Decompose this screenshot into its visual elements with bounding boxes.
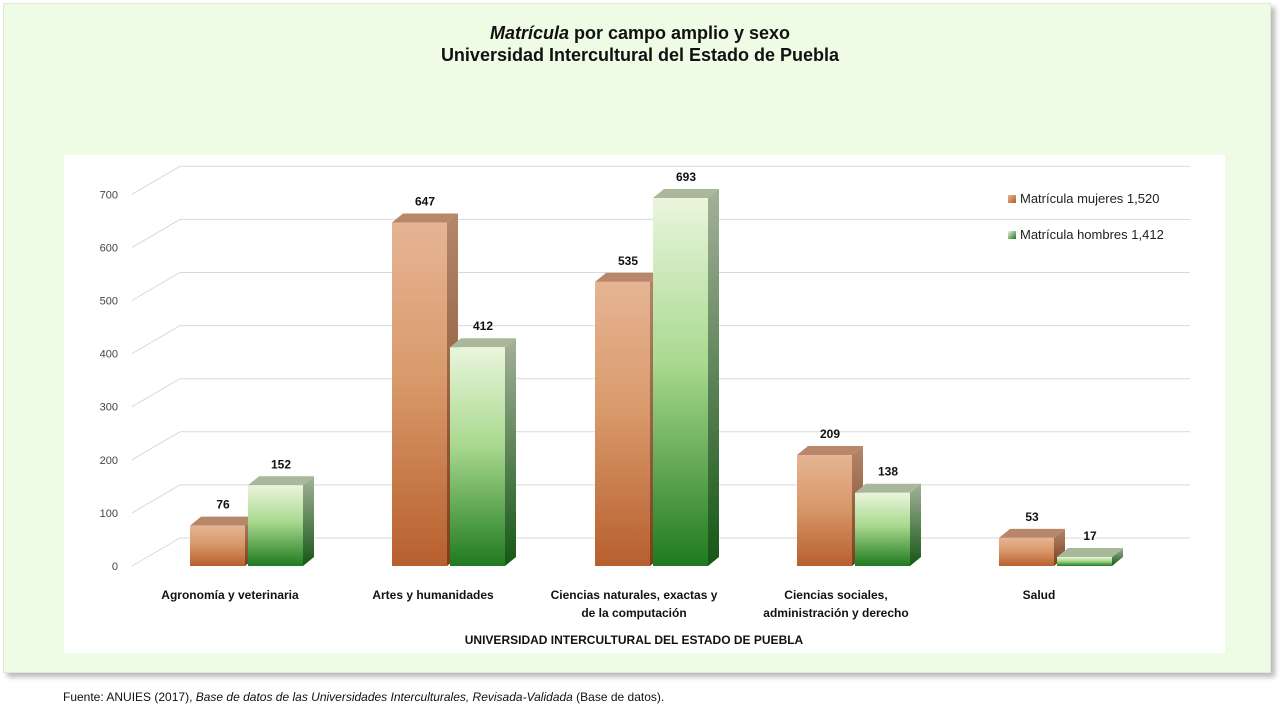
chart-title-rest: por campo amplio y sexo: [568, 23, 791, 43]
data-label: 647: [415, 194, 435, 208]
y-tick-label: 400: [100, 349, 118, 361]
bar-side: [1112, 547, 1123, 566]
gridline: [131, 272, 1190, 301]
x-category-label: Ciencias sociales,: [784, 588, 887, 602]
source-suffix: (Base de datos).: [572, 690, 665, 704]
bar-top: [190, 516, 256, 526]
bar-top: [653, 189, 719, 199]
bar-side: [505, 338, 516, 566]
x-category-label: Agronomía y veterinaria: [161, 588, 299, 602]
chart-title: Matrícula por campo amplio y sexo Univer…: [0, 22, 1280, 66]
bar: [797, 455, 852, 566]
gridline: [131, 325, 1190, 355]
x-axis-title: UNIVERSIDAD INTERCULTURAL DEL ESTADO DE …: [465, 633, 804, 647]
x-category-label: Artes y humanidades: [372, 588, 494, 602]
chart-legend: Matrícula mujeres 1,520 Matrícula hombre…: [1008, 191, 1164, 263]
gridline: [131, 431, 1190, 461]
legend-item-women: Matrícula mujeres 1,520: [1008, 191, 1164, 211]
bar-side: [303, 476, 314, 566]
bar-top: [1057, 547, 1123, 557]
y-tick-label: 200: [100, 455, 118, 467]
data-label: 209: [820, 427, 840, 441]
bar-top: [392, 213, 458, 223]
bar-side: [910, 483, 921, 566]
bar: [855, 492, 910, 566]
bar: [248, 485, 303, 566]
bar: [595, 281, 650, 566]
bar: [1057, 556, 1112, 566]
source-prefix: Fuente: ANUIES (2017),: [63, 690, 196, 704]
bar-top: [248, 476, 314, 486]
gridline: [131, 218, 1190, 248]
bar-top: [450, 338, 516, 348]
bar-top: [855, 483, 921, 493]
y-tick-label: 300: [100, 402, 118, 414]
bar-top: [999, 528, 1065, 538]
bar-top: [595, 272, 661, 282]
legend-swatch-women: [1008, 195, 1016, 203]
source-italic: Base de datos de las Universidades Inter…: [195, 690, 573, 704]
source-note: Fuente: ANUIES (2017), Base de datos de …: [63, 690, 664, 704]
data-label: 693: [676, 170, 696, 184]
x-category-label: Salud: [1023, 588, 1056, 602]
bar: [450, 347, 505, 566]
bar: [392, 222, 447, 566]
data-label: 17: [1083, 529, 1097, 543]
legend-label-women: Matrícula mujeres 1,520: [1020, 191, 1160, 206]
bar: [999, 537, 1054, 566]
data-label: 76: [216, 498, 230, 512]
data-label: 53: [1025, 510, 1039, 524]
x-category-label: administración y derecho: [763, 606, 908, 620]
legend-label-men: Matrícula hombres 1,412: [1020, 227, 1164, 242]
data-label: 138: [878, 465, 898, 479]
y-tick-label: 500: [100, 296, 118, 308]
y-tick-label: 600: [100, 242, 118, 254]
chart-title-italic: Matrícula: [489, 23, 569, 43]
legend-swatch-men: [1008, 231, 1016, 239]
chart-subtitle: Universidad Intercultural del Estado de …: [440, 45, 840, 65]
bar-top: [797, 446, 863, 456]
bar-side: [708, 189, 719, 566]
gridline: [131, 378, 1190, 408]
data-label: 152: [271, 457, 291, 471]
gridline: [131, 165, 1190, 195]
bar: [653, 198, 708, 566]
bar: [190, 525, 245, 566]
y-tick-label: 700: [100, 189, 118, 201]
data-label: 535: [618, 254, 638, 268]
y-tick-label: 100: [100, 508, 118, 520]
y-tick-label: 0: [112, 561, 118, 573]
legend-item-men: Matrícula hombres 1,412: [1008, 227, 1164, 247]
x-category-label: Ciencias naturales, exactas y: [551, 588, 718, 602]
data-label: 412: [473, 319, 493, 333]
x-category-label: de la computación: [581, 606, 686, 620]
